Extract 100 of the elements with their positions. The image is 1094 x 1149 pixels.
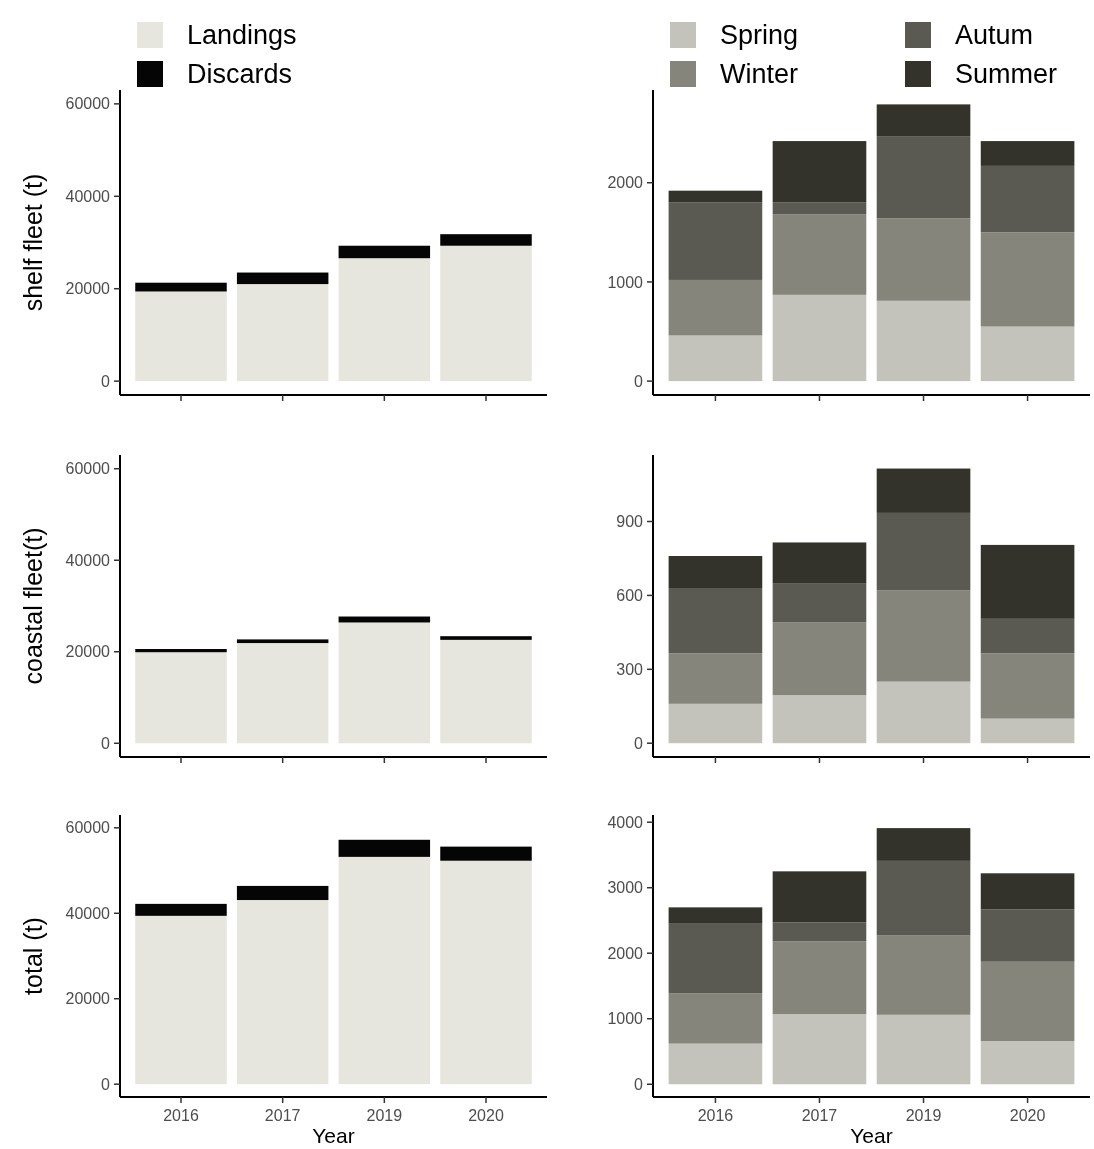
bar	[876, 136, 971, 219]
bar	[980, 165, 1075, 233]
bar	[236, 284, 329, 382]
bar	[772, 542, 867, 584]
bar	[980, 653, 1075, 719]
bar	[772, 922, 867, 942]
bar	[772, 1014, 867, 1085]
bar	[668, 190, 763, 203]
bar	[876, 681, 971, 744]
y-tick-label: 0	[634, 1075, 644, 1093]
legend-label: Discards	[187, 59, 293, 89]
bar	[668, 923, 763, 994]
bar	[668, 993, 763, 1044]
bar	[876, 512, 971, 591]
bar	[876, 468, 971, 513]
bar	[338, 258, 431, 382]
bar	[236, 885, 329, 901]
y-tick-label: 2000	[607, 944, 644, 962]
x-tick-label: 2017	[801, 1107, 838, 1124]
legend-label: Spring	[720, 20, 799, 50]
y-tick-label: 1000	[607, 1010, 644, 1028]
y-tick-label: 0	[634, 734, 644, 752]
bar	[135, 282, 227, 292]
legend-label: Summer	[955, 59, 1058, 89]
bar	[876, 828, 971, 861]
bar	[772, 214, 867, 295]
bar	[980, 326, 1075, 382]
bar	[440, 639, 532, 744]
bar	[876, 590, 971, 682]
y-tick-label: 20000	[65, 280, 111, 298]
bar	[772, 871, 867, 923]
bar	[980, 909, 1075, 962]
x-tick-label: 2016	[163, 1107, 199, 1124]
bar	[338, 622, 431, 744]
y-tick-label: 0	[101, 734, 111, 752]
bar	[876, 300, 971, 382]
x-tick-label: 2019	[905, 1107, 942, 1124]
bar	[440, 245, 532, 382]
bar	[668, 588, 763, 654]
y-tick-label: 20000	[65, 990, 111, 1008]
bar	[668, 335, 763, 382]
x-tick-label: 2017	[264, 1107, 301, 1124]
y-tick-label: 1000	[607, 273, 644, 291]
legend-label: Landings	[187, 20, 297, 50]
bar	[772, 294, 867, 382]
bar	[236, 272, 329, 285]
bar	[236, 900, 329, 1085]
bar	[668, 1043, 763, 1085]
bar	[668, 907, 763, 924]
y-tick-label: 0	[634, 372, 644, 390]
y-tick-label: 40000	[65, 904, 111, 922]
bar	[772, 695, 867, 744]
bar	[135, 291, 227, 382]
bar	[980, 1040, 1075, 1085]
bar	[876, 218, 971, 301]
bar	[135, 652, 227, 744]
y-tick-label: 60000	[65, 95, 111, 113]
y-tick-label: 40000	[65, 187, 111, 205]
y-tick-label: 2000	[607, 174, 644, 192]
bar	[440, 636, 532, 640]
bar	[772, 941, 867, 1015]
x-tick-label: 2016	[697, 1107, 734, 1124]
y-tick-label: 20000	[65, 643, 111, 661]
y-tick-label: 0	[101, 372, 111, 390]
y-axis-title: total (t)	[19, 917, 47, 995]
bar	[236, 643, 329, 744]
bar	[440, 860, 532, 1085]
bar	[772, 202, 867, 215]
x-tick-label: 2020	[1009, 1107, 1046, 1124]
y-tick-label: 60000	[65, 819, 111, 837]
y-tick-label: 3000	[607, 879, 644, 897]
bar	[876, 935, 971, 1015]
legend-label: Autum	[955, 20, 1034, 50]
y-tick-label: 0	[101, 1075, 111, 1093]
bar	[876, 104, 971, 137]
bar	[440, 846, 532, 861]
y-axis-title: shelf fleet (t)	[19, 173, 47, 312]
x-axis-title: Year	[312, 1124, 355, 1147]
bar	[876, 1014, 971, 1085]
bar	[135, 915, 227, 1085]
bar	[980, 718, 1075, 744]
bar	[135, 649, 227, 653]
bar	[980, 961, 1075, 1041]
bar	[668, 703, 763, 744]
y-axis-title: coastal fleet(t)	[19, 527, 47, 685]
bar	[980, 141, 1075, 166]
y-tick-label: 600	[616, 587, 644, 605]
x-tick-label: 2020	[468, 1107, 504, 1124]
y-tick-label: 60000	[65, 460, 111, 478]
bar	[980, 618, 1075, 654]
bar	[338, 839, 431, 857]
y-tick-label: 300	[616, 660, 644, 678]
bar	[668, 279, 763, 336]
bar	[338, 245, 431, 259]
legend-label: Winter	[720, 59, 799, 89]
bar	[135, 903, 227, 916]
bar	[668, 202, 763, 280]
bar	[980, 873, 1075, 910]
bar	[668, 653, 763, 704]
y-tick-label: 4000	[607, 813, 644, 831]
